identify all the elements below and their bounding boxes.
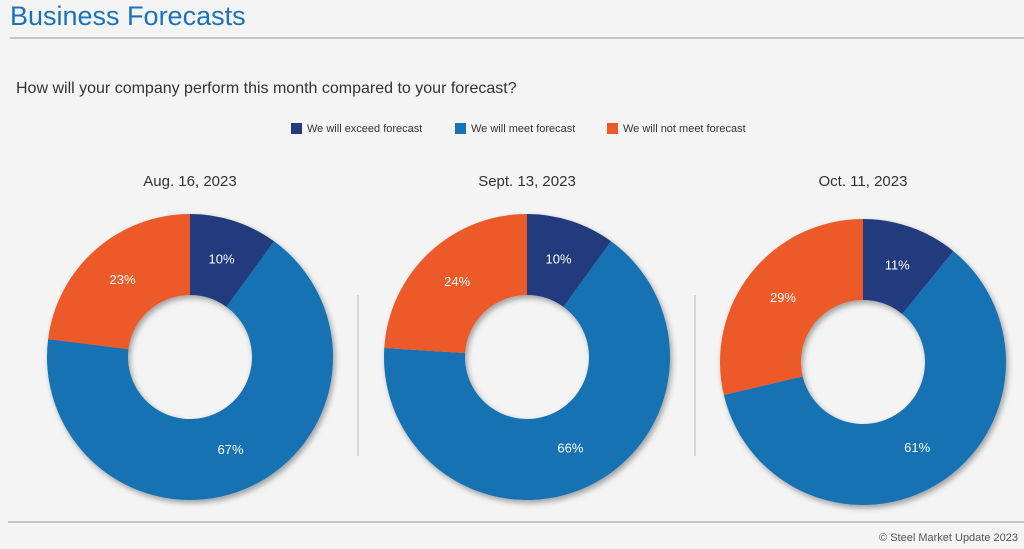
legend-label: We will not meet forecast (623, 123, 746, 135)
page-title: Business Forecasts (10, 1, 246, 31)
legend-swatch (455, 123, 466, 134)
donut-slice (46, 241, 334, 500)
value-label: 10% (209, 251, 235, 266)
donut-slice (384, 214, 527, 354)
value-label: 29% (770, 290, 796, 305)
value-label: 66% (557, 441, 583, 456)
donut (719, 219, 1007, 506)
value-label: 67% (217, 442, 243, 457)
donut-slice (863, 219, 954, 314)
donut-slice (723, 251, 1007, 506)
donut (384, 214, 670, 501)
chart-title: Oct. 11, 2023 (819, 173, 908, 190)
legend-label: We will meet forecast (471, 123, 575, 135)
donut-slice (719, 219, 863, 396)
chart-title: Sept. 13, 2023 (478, 173, 576, 190)
value-label: 11% (885, 257, 910, 272)
donut-slice (190, 214, 275, 307)
question: How will your company perform this month… (16, 80, 517, 97)
value-label: 10% (546, 251, 572, 266)
donut-slice (527, 214, 612, 307)
legend-swatch (607, 123, 618, 134)
donut (46, 214, 334, 500)
donut-slice (48, 214, 191, 350)
legend-label: We will exceed forecast (307, 123, 422, 135)
donut-slice (384, 241, 670, 501)
legend-swatch (291, 123, 302, 134)
value-label: 24% (444, 274, 470, 289)
chart-title: Aug. 16, 2023 (143, 173, 236, 190)
copyright: © Steel Market Update 2023 (879, 532, 1018, 544)
value-label: 23% (110, 272, 136, 287)
value-label: 61% (904, 440, 930, 455)
